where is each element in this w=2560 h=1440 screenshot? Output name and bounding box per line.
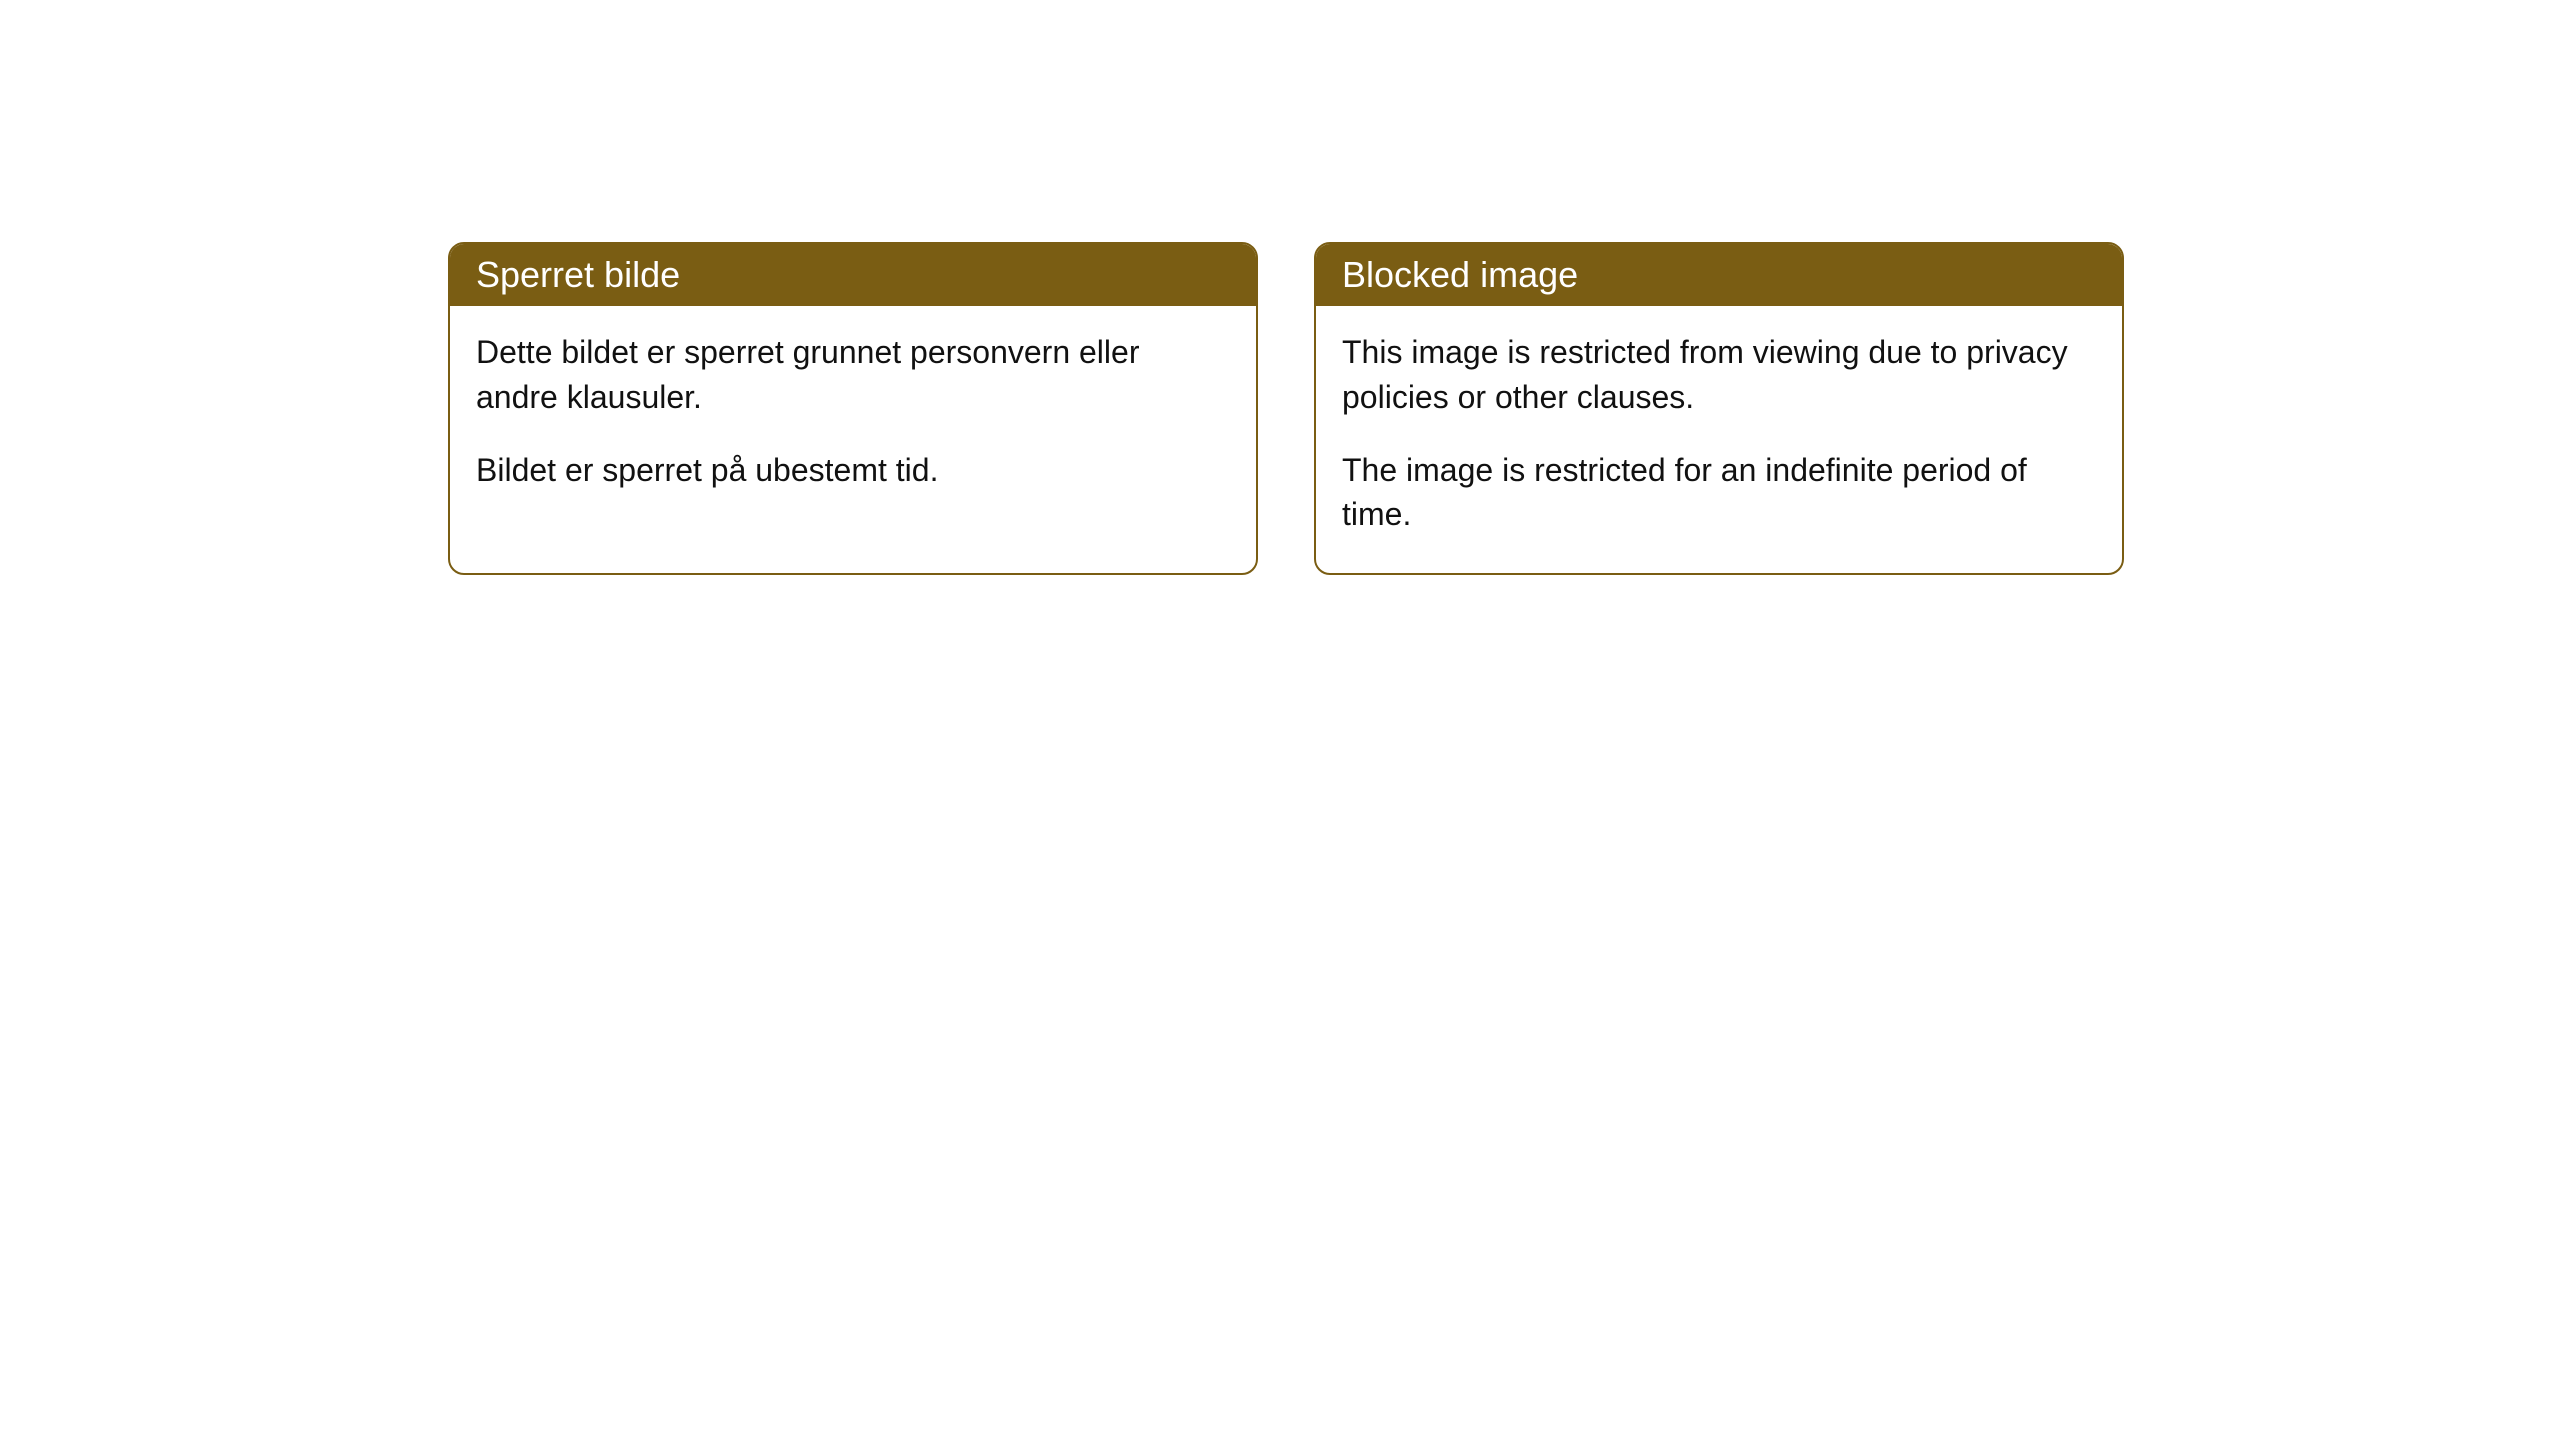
card-title: Blocked image <box>1342 254 1578 295</box>
card-body: This image is restricted from viewing du… <box>1316 306 2122 573</box>
notice-card-english: Blocked image This image is restricted f… <box>1314 242 2124 575</box>
card-header: Blocked image <box>1316 244 2122 306</box>
notice-container: Sperret bilde Dette bildet er sperret gr… <box>448 242 2124 575</box>
card-paragraph-2: The image is restricted for an indefinit… <box>1342 448 2096 538</box>
card-header: Sperret bilde <box>450 244 1256 306</box>
card-body: Dette bildet er sperret grunnet personve… <box>450 306 1256 528</box>
notice-card-norwegian: Sperret bilde Dette bildet er sperret gr… <box>448 242 1258 575</box>
card-paragraph-1: Dette bildet er sperret grunnet personve… <box>476 330 1230 420</box>
card-paragraph-2: Bildet er sperret på ubestemt tid. <box>476 448 1230 493</box>
card-title: Sperret bilde <box>476 254 680 295</box>
card-paragraph-1: This image is restricted from viewing du… <box>1342 330 2096 420</box>
